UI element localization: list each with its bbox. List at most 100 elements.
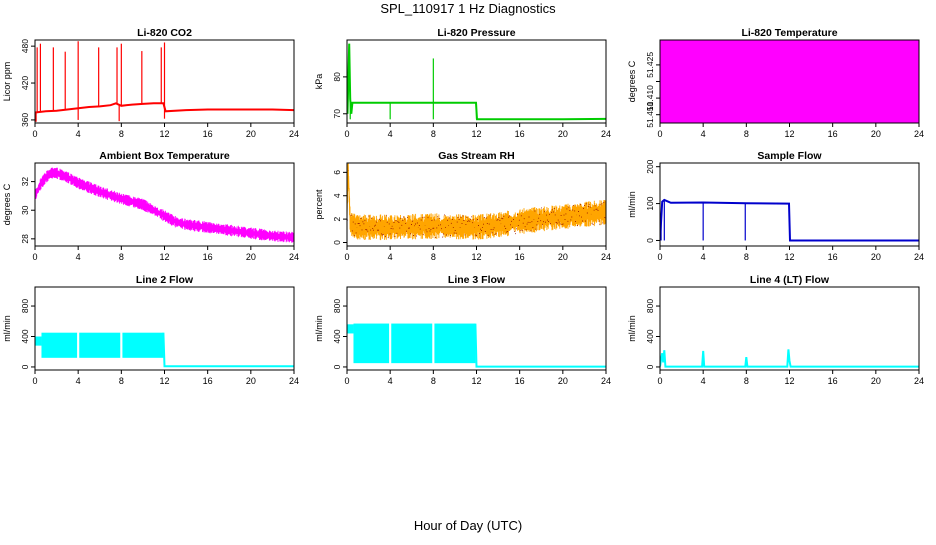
panel-7-xtick-label-16: 16	[203, 376, 213, 386]
panel-7-block-1	[35, 336, 42, 346]
panel-8-xtick-label-20: 20	[558, 376, 568, 386]
panel-2-xtick-label-24: 24	[601, 129, 611, 139]
panel-8-xtick-label-24: 24	[601, 376, 611, 386]
panel-6-series-line-1	[660, 198, 919, 242]
panel-6-ytick-label-3: 200	[645, 159, 655, 173]
panel-4-ytick-label-3: 32	[20, 177, 30, 187]
panel-8-xtick-label-12: 12	[471, 376, 481, 386]
panel-5-ylabel: percent	[314, 189, 324, 220]
panel-8-ytick-label-3: 800	[332, 299, 342, 313]
panel-6-ylabel: ml/min	[627, 191, 637, 218]
panel-1-xtick-label-24: 24	[289, 129, 299, 139]
x-axis-caption: Hour of Day (UTC)	[413, 518, 523, 533]
panel-7-block-2	[41, 332, 78, 358]
panel-1-xtick-label-12: 12	[159, 129, 169, 139]
panel-8-ylabel: ml/min	[314, 315, 324, 342]
panel-2-xtick-label-20: 20	[558, 129, 568, 139]
panel-6-title: Sample Flow	[757, 150, 822, 162]
panel-6-xtick-label-0: 0	[657, 252, 662, 262]
panel-9-xtick-label-12: 12	[784, 376, 794, 386]
panel-2: Li-820 Pressure 0 4 8 12 16 20 24 70 80 kPa	[314, 27, 611, 139]
panel-8-block-2	[353, 323, 390, 364]
panel-9-xtick-label-0: 0	[657, 376, 662, 386]
panel-6-xtick-label-20: 20	[871, 252, 881, 262]
panel-6-xtick-label-24: 24	[914, 252, 924, 262]
panel-5-xtick-label-20: 20	[558, 252, 568, 262]
panel-9-xtick-label-4: 4	[701, 376, 706, 386]
panel-6-plot-area	[660, 198, 919, 242]
panel-2-ytick-label-2: 80	[332, 72, 342, 82]
panel-2-ytick-label-1: 70	[332, 109, 342, 119]
panel-3-fill	[660, 40, 919, 123]
panel-7-ytick-label-3: 800	[20, 299, 30, 313]
panel-5-ytick-label-2: 2	[332, 216, 342, 221]
panel-3-xtick-label-8: 8	[744, 129, 749, 139]
panel-4-xtick-label-24: 24	[289, 252, 299, 262]
panel-5-series-line-1	[347, 166, 606, 228]
panel-2-series-line-1	[347, 43, 606, 121]
panel-3-xtick-label-0: 0	[657, 129, 662, 139]
panel-2-xtick-label-16: 16	[515, 129, 525, 139]
panel-8-xtick-label-0: 0	[344, 376, 349, 386]
panel-8-ytick-label-1: 0	[332, 364, 342, 369]
panel-7-xtick-label-4: 4	[76, 376, 81, 386]
panel-8-block-4	[434, 323, 476, 364]
panel-3-ytick-label-1: 51.410	[645, 101, 655, 127]
panel-2-xtick-label-4: 4	[388, 129, 393, 139]
panel-8-series-line-1	[474, 323, 606, 368]
panel-8-xtick-label-4: 4	[388, 376, 393, 386]
figure-title: SPL_110917 1 Hz Diagnostics	[380, 1, 556, 16]
panel-7-xtick-label-0: 0	[32, 376, 37, 386]
panel-8-ytick-label-2: 400	[332, 329, 342, 343]
panel-1-xtick-label-16: 16	[203, 129, 213, 139]
panel-9-xtick-label-24: 24	[914, 376, 924, 386]
panel-1-ytick-label-2: 420	[20, 76, 30, 90]
panel-5-xtick-label-16: 16	[515, 252, 525, 262]
panel-3-xtick-label-4: 4	[701, 129, 706, 139]
panel-5-series-band	[347, 163, 606, 241]
panel-1-xtick-label-0: 0	[32, 129, 37, 139]
panel-4-xtick-label-20: 20	[246, 252, 256, 262]
panel-7-xtick-label-24: 24	[289, 376, 299, 386]
panel-5-xtick-label-24: 24	[601, 252, 611, 262]
panel-4-ytick-label-2: 30	[20, 205, 30, 215]
panel-7-ytick-label-1: 0	[20, 364, 30, 369]
panel-9-series-line-1	[660, 349, 919, 368]
panel-9-ytick-label-1: 0	[645, 364, 655, 369]
panel-4-series-line-1	[35, 172, 294, 238]
panel-3-xtick-label-12: 12	[784, 129, 794, 139]
panel-4-plot-area	[35, 167, 294, 243]
panel-9-xtick-label-20: 20	[871, 376, 881, 386]
panel-3-ytick-label-2: 51.410	[645, 85, 655, 111]
panel-6: Sample Flow 0 4 8 12 16 20 24 0 100 200 ml/min	[627, 150, 924, 262]
panel-8-title: Line 3 Flow	[448, 274, 506, 286]
panel-3-title: Li-820 Temperature	[741, 27, 837, 39]
panel-4-ylabel: degrees C	[2, 183, 12, 225]
panel-4-xtick-label-4: 4	[76, 252, 81, 262]
panel-9-ytick-label-2: 400	[645, 329, 655, 343]
panel-1-xtick-label-8: 8	[119, 129, 124, 139]
panel-7-xtick-label-12: 12	[159, 376, 169, 386]
panel-5-xtick-label-4: 4	[388, 252, 393, 262]
panel-7-block-3	[79, 332, 121, 358]
panel-7-xtick-label-20: 20	[246, 376, 256, 386]
panel-7-xtick-label-8: 8	[119, 376, 124, 386]
panel-7-ylabel: ml/min	[2, 315, 12, 342]
panel-2-xtick-label-0: 0	[344, 129, 349, 139]
panel-6-xtick-label-16: 16	[828, 252, 838, 262]
panel-8-plot-area	[347, 323, 606, 368]
panel-5-xtick-label-12: 12	[471, 252, 481, 262]
panel-1: Li-820 CO2 0 4 8 12 16 20 24 360 420 480 Licor ppm	[2, 27, 299, 139]
panel-9-xtick-label-8: 8	[744, 376, 749, 386]
panel-1-ylabel: Licor ppm	[2, 62, 12, 102]
panel-6-ytick-label-1: 0	[645, 238, 655, 243]
panel-8-xtick-label-8: 8	[431, 376, 436, 386]
panel-3-xtick-label-16: 16	[828, 129, 838, 139]
panel-5-xtick-label-8: 8	[431, 252, 436, 262]
panel-7-plot-area	[35, 332, 294, 368]
panel-4-xtick-label-0: 0	[32, 252, 37, 262]
panel-6-xtick-label-4: 4	[701, 252, 706, 262]
panel-9-title: Line 4 (LT) Flow	[750, 274, 830, 286]
